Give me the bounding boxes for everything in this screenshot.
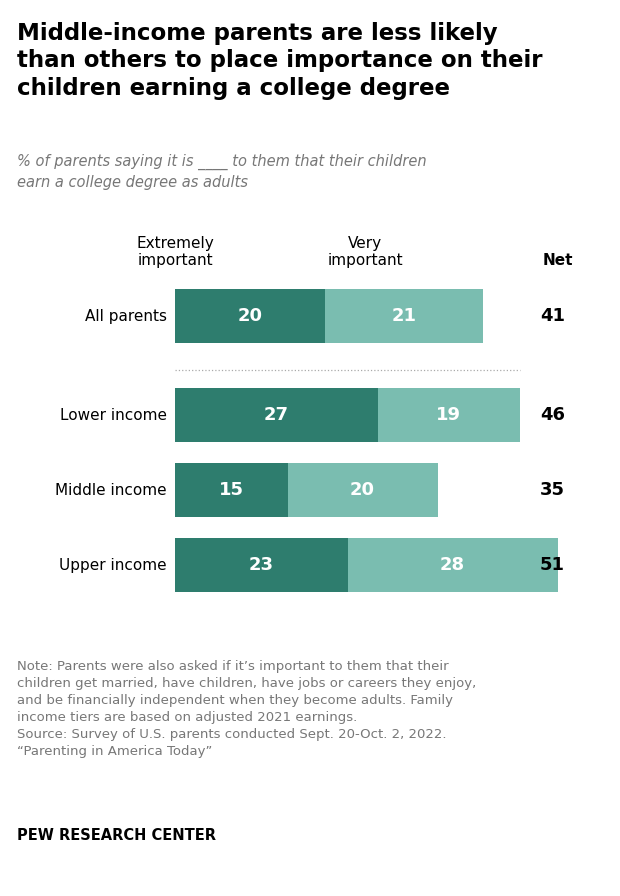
Bar [288, 463, 438, 517]
Text: 46: 46 [540, 406, 565, 424]
Text: Middle income: Middle income [55, 483, 167, 497]
Text: Lower income: Lower income [60, 408, 167, 423]
Text: 35: 35 [540, 481, 565, 499]
Bar [325, 289, 482, 343]
Text: Note: Parents were also asked if it’s important to them that their
children get : Note: Parents were also asked if it’s im… [17, 660, 477, 758]
Text: Net: Net [543, 253, 574, 268]
Text: 21: 21 [391, 307, 416, 325]
Text: 28: 28 [440, 556, 465, 574]
Text: 27: 27 [264, 406, 289, 424]
Text: PEW RESEARCH CENTER: PEW RESEARCH CENTER [17, 828, 216, 843]
Text: % of parents saying it is ____ to them that their children
earn a college degree: % of parents saying it is ____ to them t… [17, 154, 427, 190]
Text: 20: 20 [237, 307, 262, 325]
Text: 19: 19 [436, 406, 461, 424]
Text: 23: 23 [249, 556, 274, 574]
Text: Upper income: Upper income [60, 557, 167, 573]
Text: Extremely
important: Extremely important [136, 236, 214, 268]
Text: All parents: All parents [85, 308, 167, 323]
Bar [175, 538, 347, 592]
Text: Very
important: Very important [327, 236, 403, 268]
Bar [175, 388, 378, 442]
Text: 15: 15 [219, 481, 244, 499]
Text: 20: 20 [350, 481, 375, 499]
Bar [378, 388, 520, 442]
Text: Middle-income parents are less likely
than others to place importance on their
c: Middle-income parents are less likely th… [17, 22, 543, 99]
Text: 41: 41 [540, 307, 565, 325]
Bar [175, 289, 325, 343]
Bar [175, 463, 288, 517]
Text: 51: 51 [540, 556, 565, 574]
Bar [347, 538, 557, 592]
